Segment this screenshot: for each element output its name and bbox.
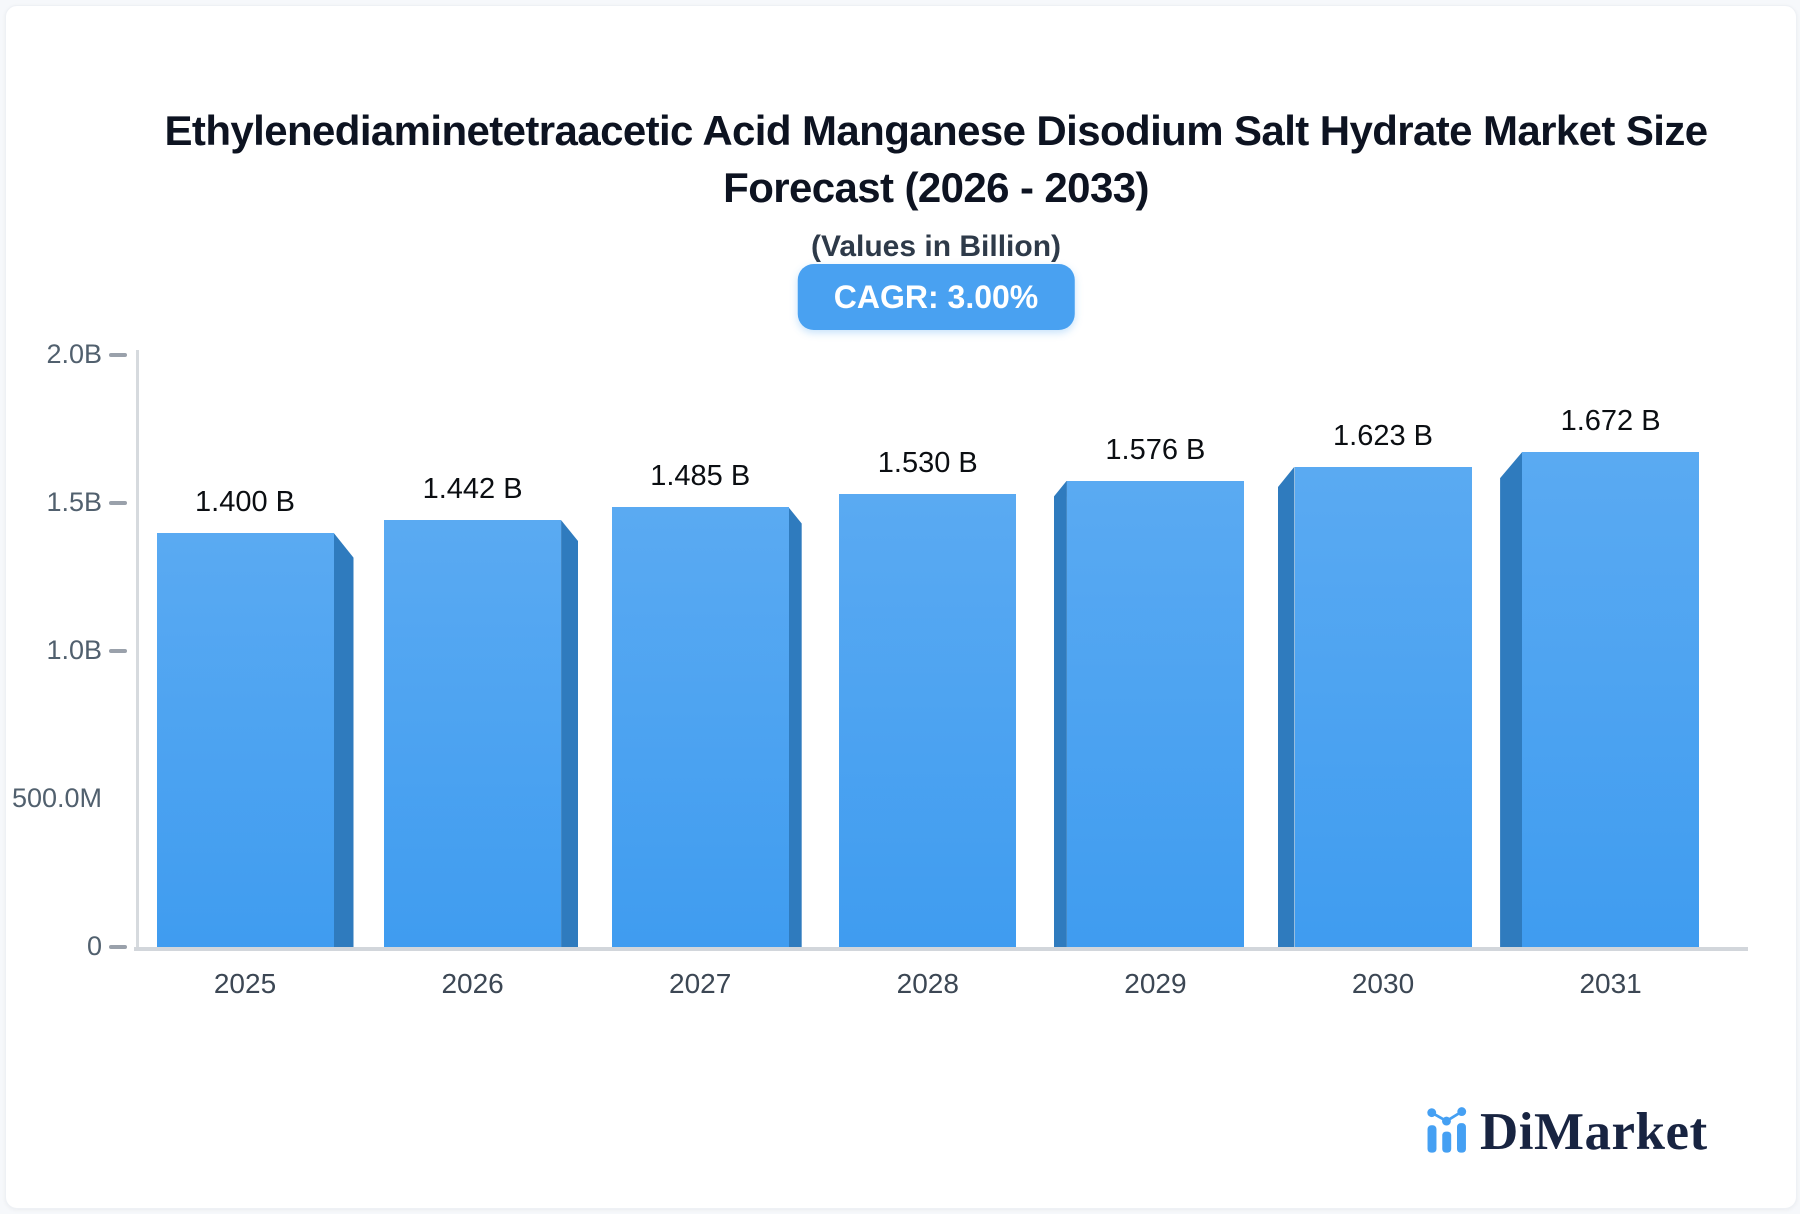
cagr-badge: CAGR: 3.00%: [797, 264, 1075, 330]
x-axis-label: 2028: [896, 968, 959, 999]
bar-value-label: 1.530 B: [877, 447, 978, 480]
chart-title-line2: Forecast (2026 - 2033): [723, 164, 1149, 211]
bar-side-panel: [561, 520, 579, 951]
chart-title-line1: Ethylenediaminetetraacetic Acid Manganes…: [164, 107, 1709, 154]
bar-side-panel: [1053, 480, 1067, 951]
y-axis-tick-label: 0: [86, 931, 102, 961]
y-axis-tick-label: 500.0M: [11, 783, 102, 813]
y-axis-tick-label: 1.0B: [46, 635, 102, 665]
bar-chart-logo-icon: [1427, 1107, 1467, 1153]
chart-title: Ethylenediaminetetraacetic Acid Manganes…: [86, 102, 1786, 216]
x-axis-label: 2027: [669, 968, 732, 999]
logo-text: DiMarket: [1480, 1103, 1708, 1161]
bar-2025: [156, 532, 334, 951]
y-axis-tick-dash: [109, 353, 127, 357]
bar-value-label: 1.576 B: [1105, 433, 1206, 466]
bar-value-label: 1.672 B: [1560, 405, 1661, 438]
y-axis-tick-dash: [109, 945, 127, 949]
y-axis-line: [136, 350, 139, 951]
bar-value-label: 1.623 B: [1333, 419, 1433, 452]
y-axis-tick-label: 1.5B: [46, 487, 102, 517]
bar-side-panel: [1500, 452, 1523, 951]
bar-side-panel: [333, 532, 354, 951]
y-axis-tick-dash: [109, 649, 127, 653]
bar-value-label: 1.442 B: [422, 473, 523, 506]
bar-2029: [1066, 480, 1244, 951]
bar-2027: [611, 507, 789, 951]
x-axis-baseline: [134, 947, 1748, 951]
bar-value-label: 1.400 B: [195, 485, 295, 518]
bar-side-panel: [788, 507, 802, 951]
chart-subtitle: (Values in Billion): [810, 230, 1062, 263]
bar-2026: [384, 520, 562, 951]
dimarket-logo: DiMarket: [1427, 1103, 1708, 1161]
x-axis-label: 2025: [213, 968, 277, 999]
x-axis-label: 2031: [1579, 968, 1642, 999]
bar-2031: [1522, 452, 1700, 951]
y-axis-tick-dash: [109, 501, 127, 505]
chart-card: Ethylenediaminetetraacetic Acid Manganes…: [5, 5, 1797, 1209]
bar-2030: [1294, 466, 1472, 951]
bar-value-label: 1.485 B: [650, 460, 751, 493]
x-axis-label: 2026: [441, 968, 504, 999]
x-axis-label: 2029: [1124, 968, 1187, 999]
bar-side-panel: [1277, 466, 1295, 951]
y-axis-tick-label: 2.0B: [46, 339, 102, 369]
bar-2028: [839, 494, 1017, 951]
chart-stage: Ethylenediaminetetraacetic Acid Manganes…: [6, 6, 1796, 1208]
x-axis-label: 2030: [1351, 968, 1415, 999]
